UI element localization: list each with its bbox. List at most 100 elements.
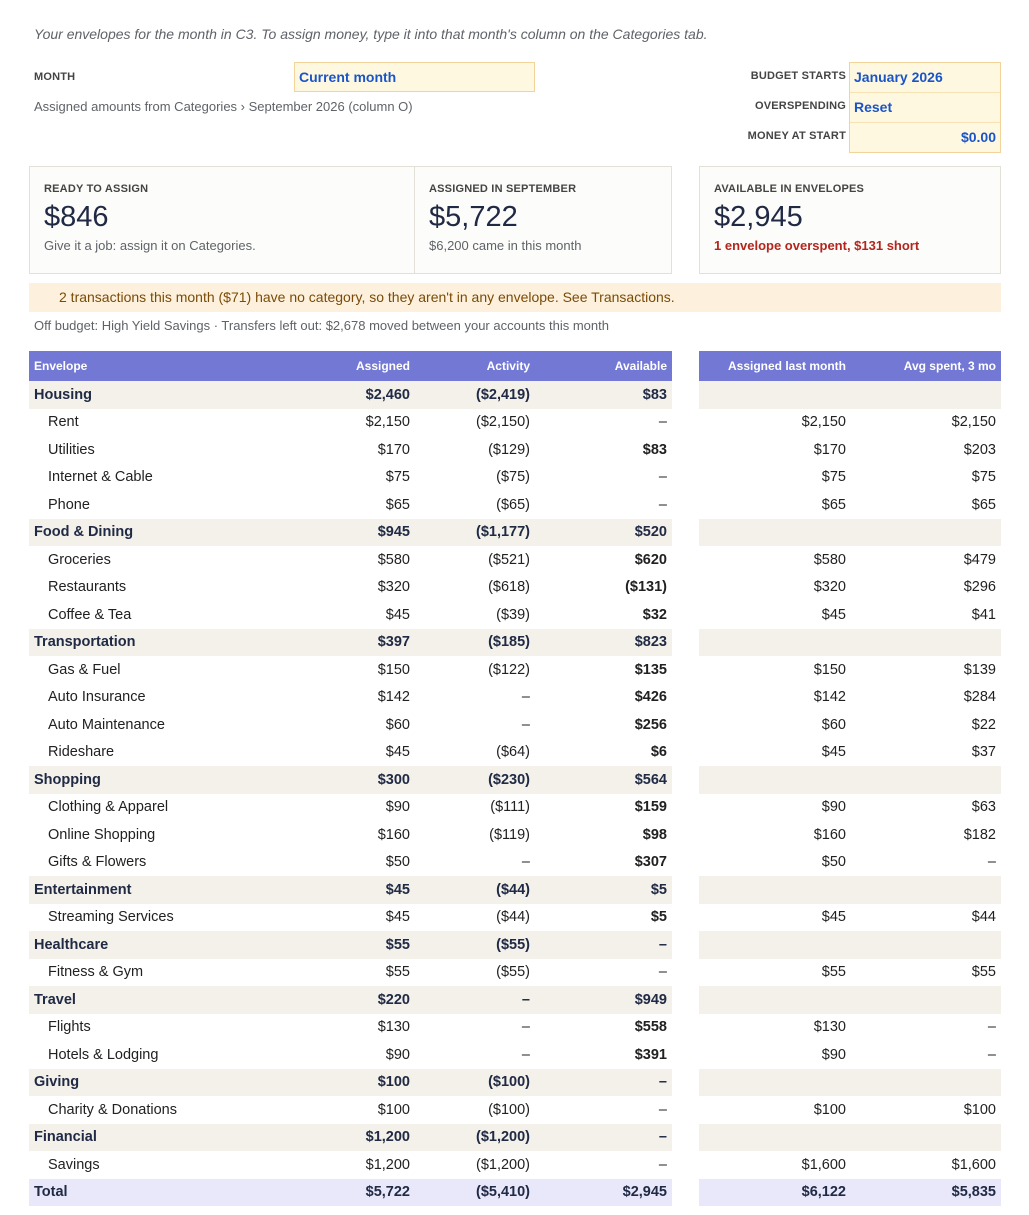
available-cell: –: [535, 958, 672, 986]
available-cell: $83: [535, 436, 672, 464]
envelope-row: Gas & Fuel $150 ($122) $135 $150 $139: [29, 656, 1001, 684]
avg-spent-cell: [851, 1123, 1001, 1151]
gap-cell: [672, 1123, 699, 1151]
activity-cell: ($65): [415, 491, 535, 519]
gap-cell: [672, 1013, 699, 1041]
gap-cell: [672, 711, 699, 739]
assigned-cell: $90: [299, 1041, 415, 1069]
gap-cell: [672, 848, 699, 876]
available-cell: $256: [535, 711, 672, 739]
envelope-name: Streaming Services: [29, 903, 299, 931]
avg-spent-cell: [851, 876, 1001, 904]
assigned-last-month-cell: [699, 628, 851, 656]
assigned-last-month-cell: $55: [699, 958, 851, 986]
envelope-row: Utilities $170 ($129) $83 $170 $203: [29, 436, 1001, 464]
assigned-last-month-cell: $170: [699, 436, 851, 464]
envelope-name: Rideshare: [29, 738, 299, 766]
month-selector[interactable]: Current month: [294, 62, 535, 92]
gap-cell: [672, 766, 699, 794]
available-label: AVAILABLE IN ENVELOPES: [714, 183, 865, 195]
gap-cell: [672, 931, 699, 959]
money-at-start-input[interactable]: $0.00: [960, 129, 996, 145]
activity-cell: ($185): [415, 628, 535, 656]
assigned-last-month-cell: [699, 381, 851, 409]
envelope-name: Financial: [29, 1123, 299, 1151]
assigned-cell: $160: [299, 821, 415, 849]
assigned-cell: $45: [299, 903, 415, 931]
envelope-row: Savings $1,200 ($1,200) – $1,600 $1,600: [29, 1151, 1001, 1179]
envelope-name: Flights: [29, 1013, 299, 1041]
ready-to-assign-label: READY TO ASSIGN: [44, 183, 149, 195]
envelope-row: Rent $2,150 ($2,150) – $2,150 $2,150: [29, 408, 1001, 436]
avg-spent-cell: $203: [851, 436, 1001, 464]
envelope-row: Streaming Services $45 ($44) $5 $45 $44: [29, 903, 1001, 931]
avg-spent-cell: [851, 628, 1001, 656]
budget-starts-input[interactable]: January 2026: [850, 63, 1000, 93]
envelope-row: Clothing & Apparel $90 ($111) $159 $90 $63: [29, 793, 1001, 821]
envelope-name: Online Shopping: [29, 821, 299, 849]
envelope-row: Groceries $580 ($521) $620 $580 $479: [29, 546, 1001, 574]
gap-cell: [672, 1096, 699, 1124]
header-assigned: Assigned: [299, 351, 415, 381]
assigned-cell: $142: [299, 683, 415, 711]
assigned-last-month-cell: $160: [699, 821, 851, 849]
gap-cell: [672, 903, 699, 931]
available-cell: $5: [535, 903, 672, 931]
assigned-cell: $45: [299, 601, 415, 629]
ready-to-assign-section: READY TO ASSIGN $846 Give it a job: assi…: [30, 167, 415, 273]
available-cell: $564: [535, 766, 672, 794]
assigned-cell: $300: [299, 766, 415, 794]
avg-spent-cell: $22: [851, 711, 1001, 739]
assigned-cell: $580: [299, 546, 415, 574]
total-row: Total $5,722 ($5,410) $2,945 $6,122 $5,835: [29, 1178, 1001, 1206]
assigned-cell: $60: [299, 711, 415, 739]
envelope-table: Envelope Assigned Activity Available Ass…: [29, 351, 1001, 1206]
gap-cell: [672, 738, 699, 766]
envelope-name: Gifts & Flowers: [29, 848, 299, 876]
avg-spent-cell: $44: [851, 903, 1001, 931]
envelope-row: Online Shopping $160 ($119) $98 $160 $182: [29, 821, 1001, 849]
available-cell: –: [535, 463, 672, 491]
available-cell: $98: [535, 821, 672, 849]
assigned-cell: $5,722: [299, 1178, 415, 1206]
envelope-row: Gifts & Flowers $50– $307 $50–: [29, 848, 1001, 876]
activity-cell: –: [415, 1013, 535, 1041]
envelope-name: Healthcare: [29, 931, 299, 959]
assigned-cell: $2,150: [299, 408, 415, 436]
envelope-name: Coffee & Tea: [29, 601, 299, 629]
envelope-name: Food & Dining: [29, 518, 299, 546]
envelope-row: Rideshare $45 ($64) $6 $45 $37: [29, 738, 1001, 766]
overspent-warning: 1 envelope overspent, $131 short: [714, 238, 920, 253]
avg-spent-cell: $479: [851, 546, 1001, 574]
assigned-section: ASSIGNED IN SEPTEMBER $5,722 $6,200 came…: [415, 167, 671, 273]
available-cell: $520: [535, 518, 672, 546]
gap-cell: [672, 1068, 699, 1096]
table-header-row: Envelope Assigned Activity Available Ass…: [29, 351, 1001, 381]
activity-cell: ($119): [415, 821, 535, 849]
assigned-last-month-cell: $60: [699, 711, 851, 739]
envelope-group-row: Housing $2,460 ($2,419) $83: [29, 381, 1001, 409]
ready-to-assign-value: $846: [44, 201, 109, 233]
assigned-cell: $320: [299, 573, 415, 601]
assigned-last-month-cell: $75: [699, 463, 851, 491]
envelope-name: Gas & Fuel: [29, 656, 299, 684]
envelope-group-row: Travel $220– $949: [29, 986, 1001, 1014]
overspending-select[interactable]: Reset: [850, 93, 1000, 123]
summary-card-right: AVAILABLE IN ENVELOPES $2,945 1 envelope…: [699, 166, 1001, 274]
available-cell: $620: [535, 546, 672, 574]
envelope-name: Auto Maintenance: [29, 711, 299, 739]
avg-spent-cell: [851, 518, 1001, 546]
activity-cell: ($111): [415, 793, 535, 821]
assigned-cell: $170: [299, 436, 415, 464]
available-cell: $558: [535, 1013, 672, 1041]
envelope-row: Phone $65 ($65) – $65 $65: [29, 491, 1001, 519]
avg-spent-cell: $37: [851, 738, 1001, 766]
gap-cell: [672, 1151, 699, 1179]
envelope-row: Flights $130– $558 $130–: [29, 1013, 1001, 1041]
envelope-row: Auto Maintenance $60– $256 $60 $22: [29, 711, 1001, 739]
off-budget-note: Off budget: High Yield Savings · Transfe…: [34, 318, 609, 333]
assigned-last-month-cell: $45: [699, 601, 851, 629]
gap-cell: [672, 821, 699, 849]
envelope-name: Giving: [29, 1068, 299, 1096]
assigned-last-month-cell: $6,122: [699, 1178, 851, 1206]
